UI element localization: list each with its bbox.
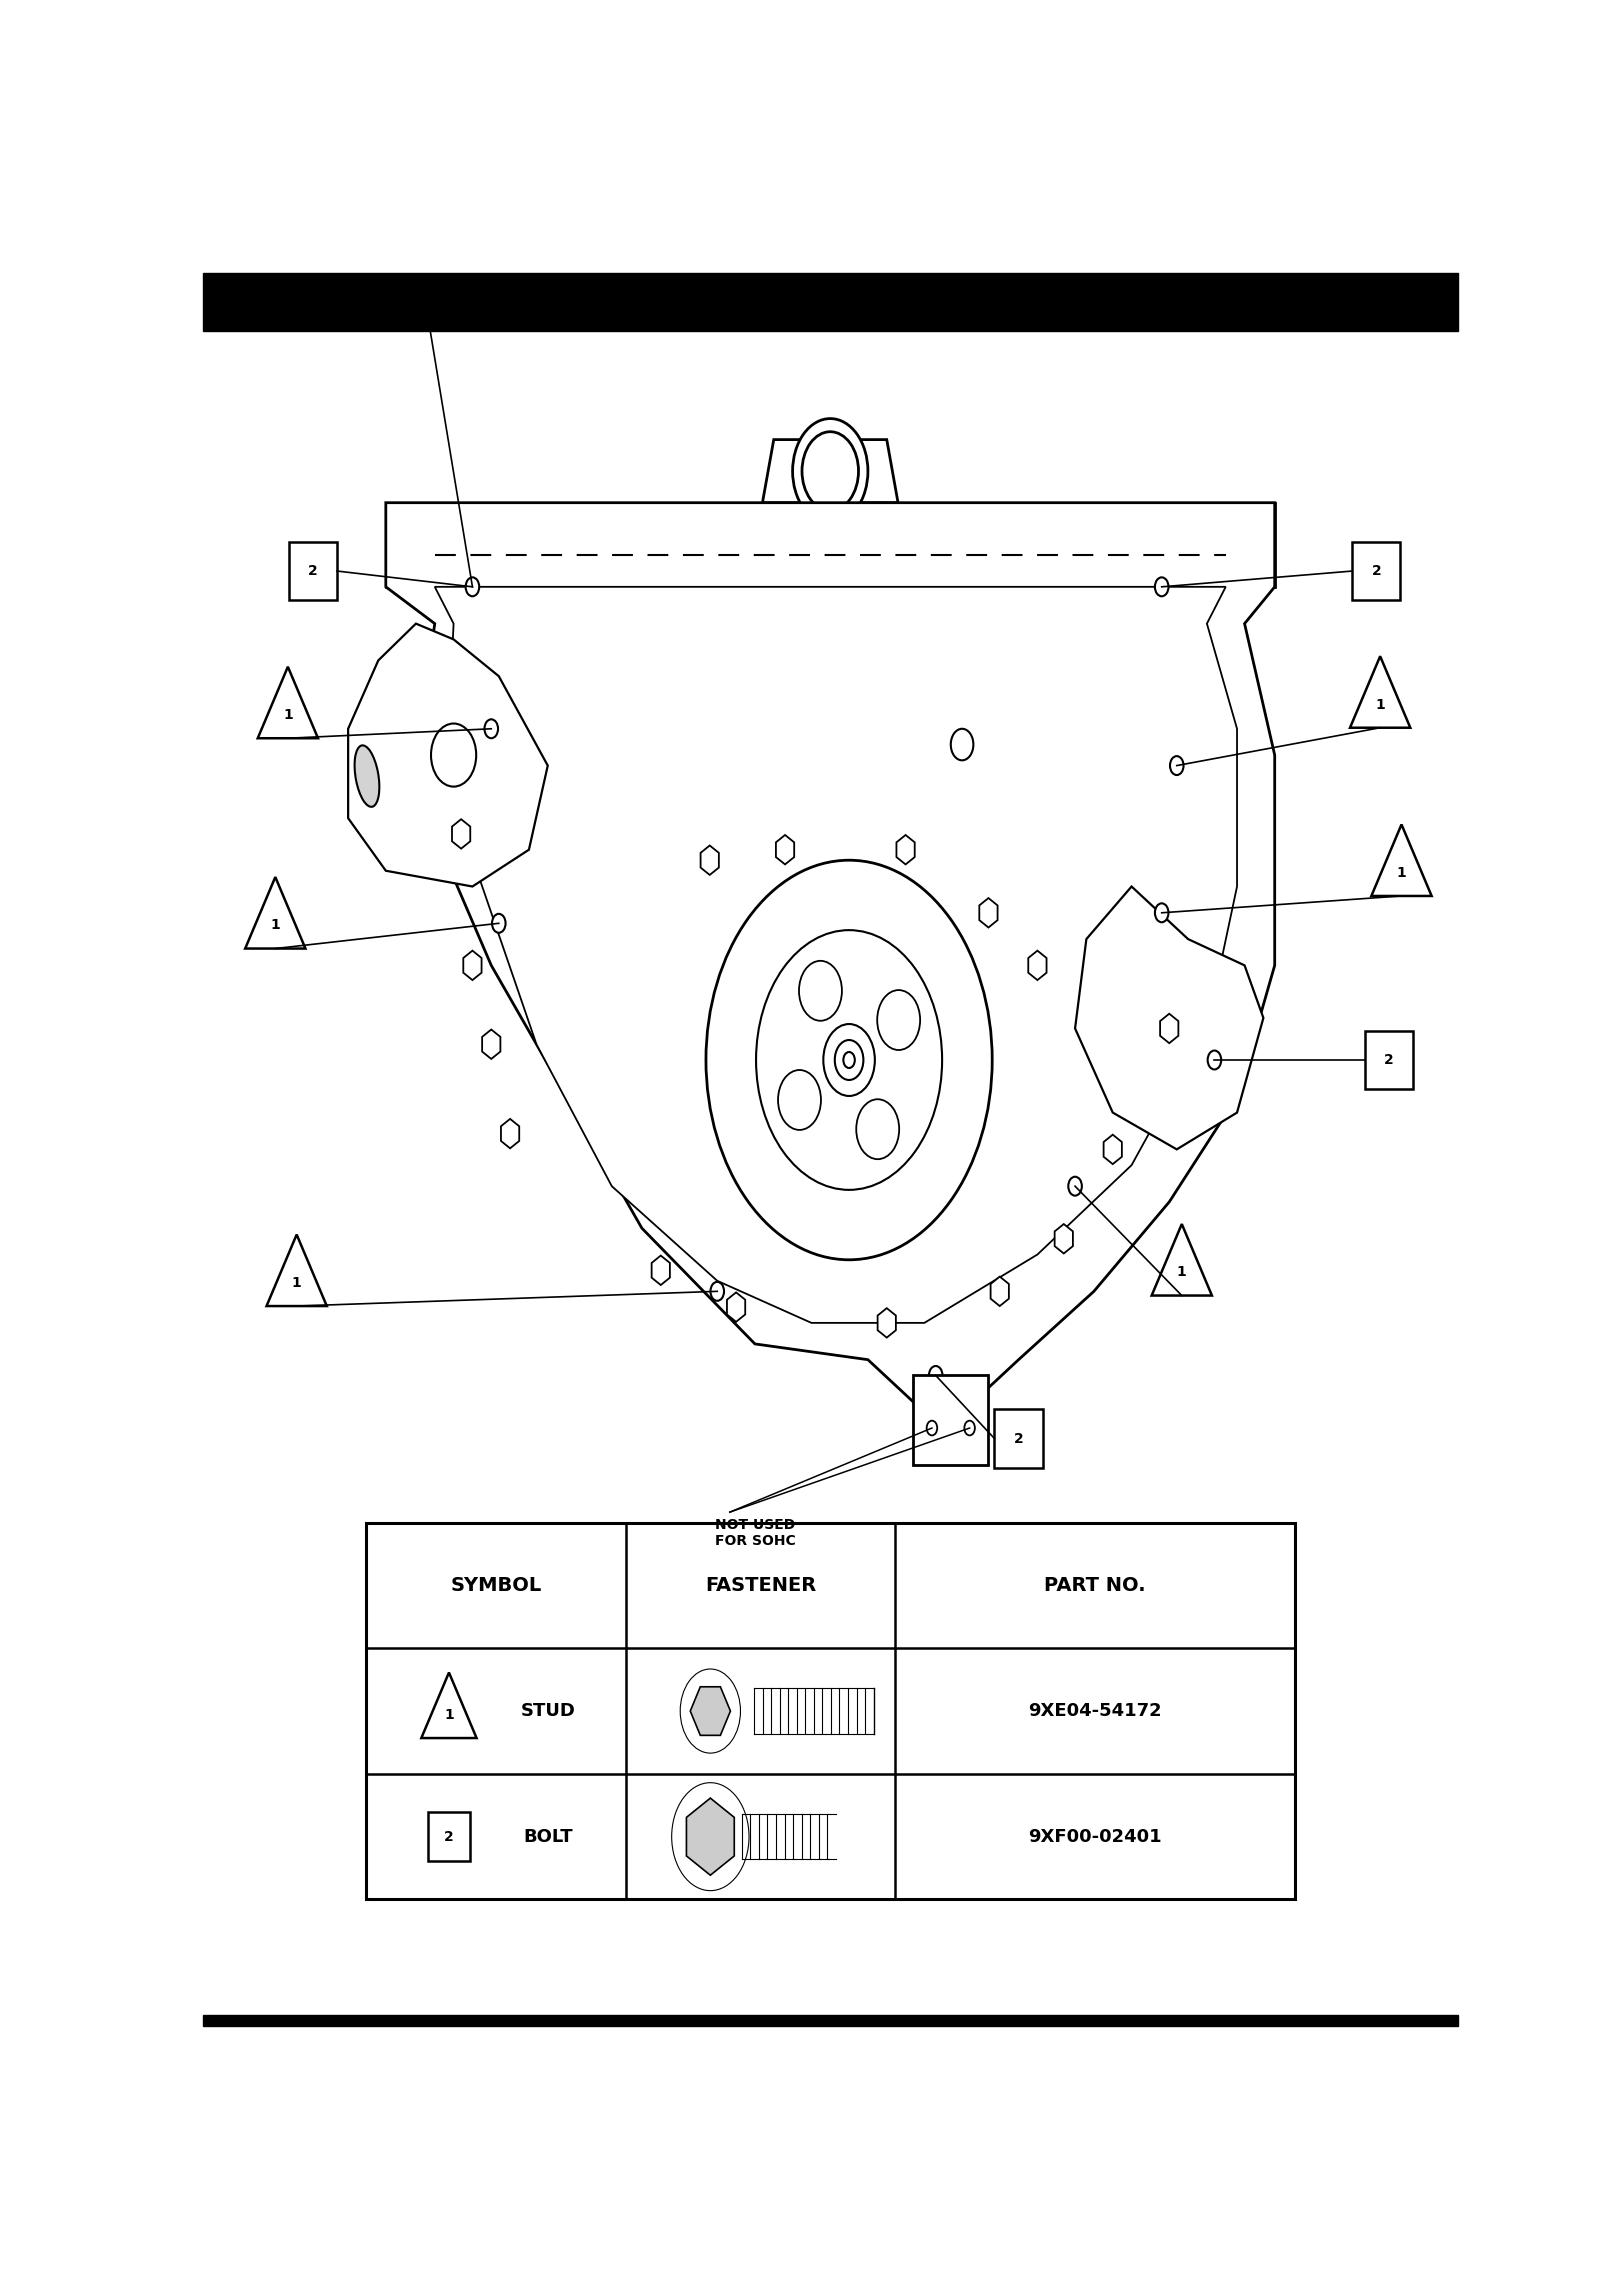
Text: 2: 2: [1014, 1432, 1024, 1445]
Circle shape: [1123, 544, 1140, 567]
Circle shape: [653, 544, 669, 567]
Circle shape: [834, 1040, 863, 1081]
Text: SYMBOL: SYMBOL: [450, 1575, 541, 1595]
Circle shape: [1207, 1052, 1221, 1070]
Polygon shape: [386, 503, 1275, 587]
Circle shape: [823, 1024, 875, 1097]
Text: 1: 1: [1396, 865, 1406, 881]
Polygon shape: [1152, 1224, 1212, 1295]
Text: 1: 1: [284, 708, 293, 721]
Polygon shape: [1349, 655, 1411, 728]
Text: 1: 1: [444, 1707, 454, 1723]
Circle shape: [1029, 544, 1045, 567]
Text: 2: 2: [1372, 564, 1382, 578]
Circle shape: [876, 990, 920, 1049]
Text: 2: 2: [1383, 1054, 1393, 1067]
Circle shape: [492, 915, 505, 933]
Bar: [366, 1523, 1294, 1900]
Circle shape: [935, 544, 951, 567]
Polygon shape: [914, 1375, 988, 1466]
Text: 9XE04-54172: 9XE04-54172: [1029, 1702, 1162, 1721]
Polygon shape: [386, 503, 1275, 1411]
Circle shape: [857, 1099, 899, 1158]
Bar: [428, 1812, 470, 1862]
Text: NOT USED
FOR SOHC: NOT USED FOR SOHC: [714, 1518, 795, 1548]
Text: 1: 1: [271, 920, 280, 933]
Circle shape: [484, 719, 497, 737]
Text: 1: 1: [1375, 696, 1385, 712]
Circle shape: [465, 544, 481, 567]
Text: 1: 1: [1176, 1265, 1187, 1279]
Polygon shape: [434, 587, 1238, 1322]
Bar: [1364, 1031, 1413, 1090]
Text: PART NO.: PART NO.: [1045, 1575, 1145, 1595]
Circle shape: [711, 1281, 724, 1302]
Text: 1: 1: [292, 1277, 301, 1290]
Circle shape: [431, 724, 476, 787]
Polygon shape: [348, 624, 548, 888]
Bar: [1353, 542, 1401, 601]
Circle shape: [792, 419, 868, 523]
Circle shape: [799, 960, 842, 1020]
Bar: [202, 273, 1458, 330]
Bar: [288, 542, 337, 601]
Text: 2: 2: [308, 564, 318, 578]
Text: FASTENER: FASTENER: [705, 1575, 816, 1595]
Circle shape: [1191, 544, 1207, 567]
Circle shape: [757, 931, 943, 1190]
Bar: [995, 1409, 1043, 1468]
Circle shape: [596, 544, 612, 567]
Circle shape: [1068, 1177, 1082, 1195]
Circle shape: [778, 1070, 821, 1129]
Polygon shape: [258, 667, 318, 737]
Polygon shape: [267, 1234, 327, 1306]
Circle shape: [1170, 756, 1184, 776]
Ellipse shape: [355, 744, 379, 806]
Text: STUD: STUD: [520, 1702, 575, 1721]
Polygon shape: [763, 439, 897, 503]
Circle shape: [928, 1366, 943, 1384]
Polygon shape: [1076, 888, 1264, 1149]
Circle shape: [802, 432, 859, 510]
Circle shape: [1155, 578, 1168, 596]
Bar: [202, 2014, 1458, 2026]
Circle shape: [1155, 904, 1168, 922]
Circle shape: [465, 578, 480, 596]
Circle shape: [706, 860, 991, 1261]
Polygon shape: [421, 1673, 476, 1739]
Text: 2: 2: [444, 1830, 454, 1844]
Polygon shape: [245, 876, 306, 949]
Text: BOLT: BOLT: [523, 1828, 572, 1846]
Text: 9XF00-02401: 9XF00-02401: [1029, 1828, 1162, 1846]
Polygon shape: [1372, 824, 1432, 897]
